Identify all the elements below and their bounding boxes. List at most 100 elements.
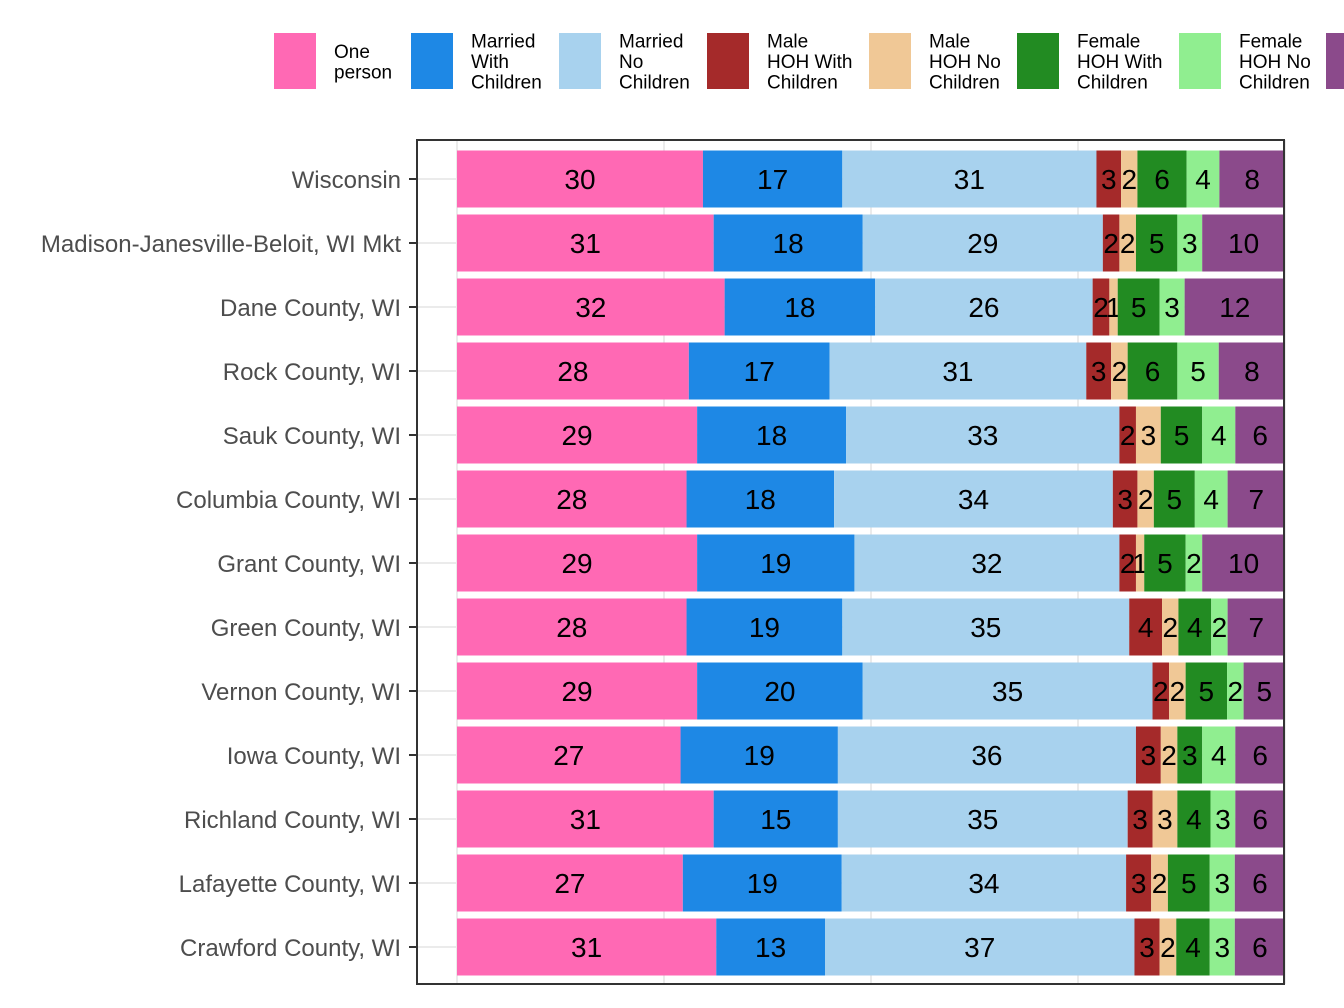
data-label: 36 <box>971 740 1002 771</box>
data-label: 2 <box>1093 292 1109 323</box>
data-label: 2 <box>1121 164 1137 195</box>
data-label: 28 <box>556 484 587 515</box>
legend-label: Married <box>471 32 535 53</box>
legend-label: HOH With <box>767 52 853 73</box>
bar-segment <box>1185 662 1228 720</box>
bar-segment <box>682 854 842 912</box>
y-tick-label: Richland County, WI <box>184 807 401 834</box>
y-tick-label: Rock County, WI <box>223 359 401 386</box>
bar-segment <box>697 534 855 592</box>
y-tick-label: Lafayette County, WI <box>179 871 401 898</box>
bar-segment <box>1129 598 1163 656</box>
bar-segment <box>716 918 825 976</box>
bar-segment <box>457 918 717 976</box>
y-tick-label: Grant County, WI <box>217 551 401 578</box>
data-label: 3 <box>1132 804 1148 835</box>
bar-segment <box>834 470 1113 528</box>
bar-segment <box>1211 598 1228 656</box>
data-label: 18 <box>773 228 804 259</box>
data-label: 4 <box>1211 420 1227 451</box>
data-label: 29 <box>561 676 592 707</box>
bar-segment <box>1219 150 1285 208</box>
data-label: 4 <box>1187 612 1203 643</box>
bar-segment <box>1202 406 1236 464</box>
data-label: 35 <box>970 612 1001 643</box>
legend-label: Female <box>1239 32 1302 53</box>
bar-segment <box>837 790 1128 848</box>
data-label: 2 <box>1120 548 1136 579</box>
bar-segment <box>1159 918 1177 976</box>
data-label: 7 <box>1249 612 1265 643</box>
data-label: 4 <box>1186 804 1202 835</box>
bar-segment <box>837 726 1136 784</box>
data-label: 4 <box>1203 484 1219 515</box>
data-label: 34 <box>958 484 989 515</box>
bar-segment <box>457 470 687 528</box>
data-label: 19 <box>744 740 775 771</box>
data-label: 2 <box>1152 868 1168 899</box>
data-label: 3 <box>1141 420 1157 451</box>
data-label: 34 <box>968 868 999 899</box>
bar-segment <box>1135 726 1161 784</box>
bar-segment <box>854 534 1120 592</box>
bar-segment <box>713 790 838 848</box>
bar-segment <box>841 854 1127 912</box>
data-label: 27 <box>554 868 585 899</box>
bar-segment <box>1235 406 1285 464</box>
data-label: 17 <box>744 356 775 387</box>
data-label: 2 <box>1162 612 1178 643</box>
legend-key <box>707 33 749 89</box>
data-label: 29 <box>561 548 592 579</box>
legend-key <box>869 33 911 89</box>
bar-segment <box>457 662 698 720</box>
data-label: 6 <box>1154 164 1170 195</box>
legend-key <box>559 33 601 89</box>
bar-segment <box>1135 214 1178 272</box>
legend-key <box>1017 33 1059 89</box>
bar-segment <box>457 342 689 400</box>
data-label: 3 <box>1182 740 1198 771</box>
data-label: 19 <box>760 548 791 579</box>
bar-segment <box>1137 150 1187 208</box>
bar-segment <box>457 278 725 336</box>
data-label: 3 <box>1214 932 1230 963</box>
bar-segment <box>1169 662 1186 720</box>
bar-segment <box>1112 470 1138 528</box>
legend-label: Male <box>767 32 808 53</box>
bar-segment <box>1092 278 1110 336</box>
y-tick-label: Columbia County, WI <box>176 487 401 514</box>
data-label: 19 <box>749 612 780 643</box>
legend-label: One <box>334 42 370 63</box>
data-label: 37 <box>964 932 995 963</box>
data-label: 18 <box>756 420 787 451</box>
bar-segment <box>1202 534 1285 592</box>
legend-label: Male <box>929 32 970 53</box>
bar-segment <box>1235 726 1285 784</box>
data-label: 4 <box>1195 164 1211 195</box>
data-label: 29 <box>967 228 998 259</box>
bar-segment <box>457 598 687 656</box>
bar-segment <box>1121 150 1138 208</box>
data-label: 3 <box>1157 804 1173 835</box>
bar-segment <box>457 854 683 912</box>
data-label: 6 <box>1252 932 1268 963</box>
data-label: 2 <box>1103 228 1119 259</box>
data-label: 1 <box>1106 292 1122 323</box>
bar-segment <box>1178 598 1212 656</box>
bar-segment <box>457 150 703 208</box>
data-label: 27 <box>553 740 584 771</box>
data-label: 28 <box>557 356 588 387</box>
legend-key <box>274 33 316 89</box>
bar-segment <box>1227 662 1244 720</box>
bar-segment <box>1144 534 1186 592</box>
bar-segment <box>1160 726 1178 784</box>
legend-label: Children <box>929 73 1000 94</box>
bar-segment <box>846 406 1120 464</box>
bar-segment <box>697 406 847 464</box>
bar-segment <box>1202 214 1285 272</box>
legend-label: No <box>619 52 643 73</box>
data-label: 4 <box>1185 932 1201 963</box>
bar-segment <box>1176 918 1210 976</box>
